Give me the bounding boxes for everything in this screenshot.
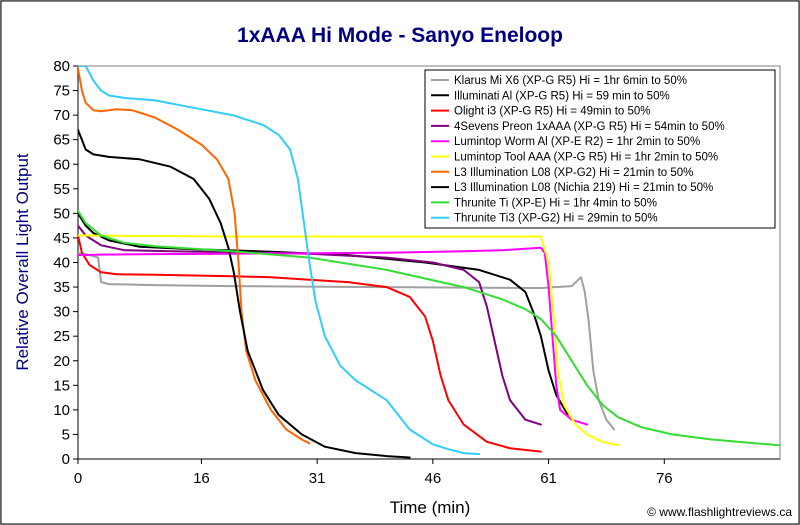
series-line-7 bbox=[78, 67, 311, 445]
y-tick-label: 15 bbox=[53, 377, 70, 394]
x-tick-label: 16 bbox=[193, 470, 210, 487]
y-axis: 0 5 10 15 20 25 30 35 40 45 50 55 60 65 70 75 80 bbox=[53, 58, 78, 468]
y-tick-label: 45 bbox=[53, 230, 70, 247]
series-line-8 bbox=[78, 128, 411, 459]
legend-box bbox=[424, 69, 776, 229]
legend: Klarus Mi X6 (XP-G R5) Hi = 1hr 6min to … bbox=[424, 69, 776, 229]
y-tick-label: 10 bbox=[53, 402, 70, 419]
x-tick-label: 61 bbox=[540, 470, 557, 487]
series-layer bbox=[78, 66, 780, 459]
y-tick-label: 70 bbox=[53, 107, 70, 124]
legend-label: L3 Illumination L08 (Nichia 219) Hi = 21… bbox=[454, 182, 713, 194]
y-tick-label: 75 bbox=[53, 83, 70, 100]
y-tick-label: 25 bbox=[53, 328, 70, 345]
legend-label: Illuminati Al (XP-G R5) Hi = 59 min to 5… bbox=[454, 90, 670, 102]
y-tick-label: 30 bbox=[53, 304, 70, 321]
x-tick-label: 46 bbox=[425, 470, 442, 487]
legend-label: Klarus Mi X6 (XP-G R5) Hi = 1hr 6min to … bbox=[454, 75, 687, 87]
x-tick-label: 76 bbox=[656, 470, 673, 487]
y-tick-label: 20 bbox=[53, 353, 70, 370]
y-tick-label: 60 bbox=[53, 156, 70, 173]
series-line-5 bbox=[78, 246, 589, 426]
y-tick-label: 65 bbox=[53, 132, 70, 149]
y-axis-title: Relative Overall Light Output bbox=[13, 153, 32, 371]
legend-label: Lumintop Worm Al (XP-E R2) = 1hr 2min to… bbox=[454, 136, 700, 148]
x-tick-label: 31 bbox=[309, 470, 326, 487]
y-tick-label: 50 bbox=[53, 205, 70, 222]
credit-text: © www.flashlightreviews.ca bbox=[647, 505, 792, 519]
legend-label: L3 Illumination L08 (XP-G2) Hi = 21min t… bbox=[454, 167, 693, 179]
y-tick-label: 5 bbox=[62, 426, 70, 443]
legend-label: 4Sevens Preon 1xAAA (XP-G R5) Hi = 54min… bbox=[454, 121, 725, 133]
y-tick-label: 80 bbox=[53, 58, 70, 75]
x-tick-label: 0 bbox=[74, 470, 82, 487]
y-tick-label: 40 bbox=[53, 255, 70, 272]
series-line-6 bbox=[78, 234, 619, 447]
series-line-10 bbox=[78, 66, 481, 456]
legend-label: Thrunite Ti (XP-E) Hi = 1hr 4min to 50% bbox=[454, 197, 657, 209]
legend-label: Thrunite Ti3 (XP-G2) Hi = 29min to 50% bbox=[454, 213, 658, 225]
x-axis: 0 16 31 46 61 76 bbox=[74, 459, 673, 487]
series-line-4 bbox=[78, 224, 542, 426]
series-line-3 bbox=[78, 234, 542, 453]
x-axis-title: Time (min) bbox=[390, 498, 471, 517]
legend-label: Olight i3 (XP-G R5) Hi = 49min to 50% bbox=[454, 106, 651, 118]
y-tick-label: 35 bbox=[53, 279, 70, 296]
y-tick-label: 55 bbox=[53, 181, 70, 198]
series-line-9 bbox=[78, 209, 780, 447]
legend-label: Lumintop Tool AAA (XP-G R5) Hi = 1hr 2mi… bbox=[454, 152, 718, 164]
chart-title: 1xAAA Hi Mode - Sanyo Eneloop bbox=[237, 24, 563, 47]
y-tick-label: 0 bbox=[62, 451, 70, 468]
